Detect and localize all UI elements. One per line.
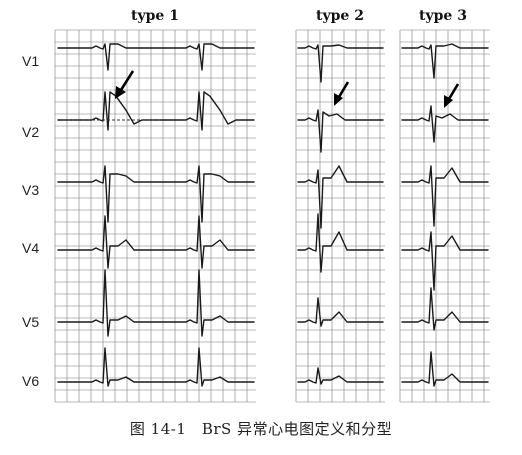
ecg-trace: [401, 351, 489, 387]
grid-type3: [399, 29, 490, 403]
panel-title-type2: type 2: [316, 8, 364, 24]
traces-type2: [297, 44, 384, 385]
ecg-trace: [57, 215, 255, 269]
ecg-panel-type1: [54, 29, 256, 403]
lead-label-v3: V3: [22, 182, 39, 198]
traces-type1: [57, 43, 255, 387]
lead-label-v5: V5: [22, 314, 39, 330]
ecg-trace: [297, 297, 384, 327]
ecg-trace: [297, 165, 384, 229]
ecg-trace: [401, 165, 489, 227]
ecg-panel-type2: [295, 29, 385, 403]
ecg-trace: [57, 165, 255, 223]
arrow-type3: [444, 83, 460, 108]
panel-title-type3: type 3: [419, 8, 467, 24]
ecg-trace: [57, 269, 255, 337]
ecg-trace: [401, 105, 489, 143]
ecg-trace: [297, 109, 384, 153]
ecg-trace: [401, 231, 489, 291]
grid-type2: [295, 29, 385, 403]
ecg-trace: [57, 347, 255, 387]
grid-type1: [54, 29, 256, 403]
figure-caption: 图 14-1 BrS 异常心电图定义和分型: [129, 420, 393, 438]
ecg-trace: [297, 44, 384, 83]
arrow-type1: [115, 70, 135, 99]
lead-label-v6: V6: [22, 373, 39, 389]
arrow-type2: [334, 81, 350, 106]
lead-label-v2: V2: [22, 124, 39, 140]
panel-title-type1: type 1: [131, 8, 179, 24]
ecg-trace: [57, 91, 255, 131]
ecg-trace: [401, 287, 489, 331]
ecg-trace: [297, 367, 384, 385]
traces-type3: [401, 43, 489, 387]
ecg-trace: [401, 43, 489, 79]
lead-label-v1: V1: [22, 53, 39, 69]
ecg-panel-type3: [399, 29, 490, 403]
ecg-trace: [297, 213, 384, 273]
lead-label-v4: V4: [22, 240, 39, 256]
ecg-trace: [57, 43, 255, 71]
